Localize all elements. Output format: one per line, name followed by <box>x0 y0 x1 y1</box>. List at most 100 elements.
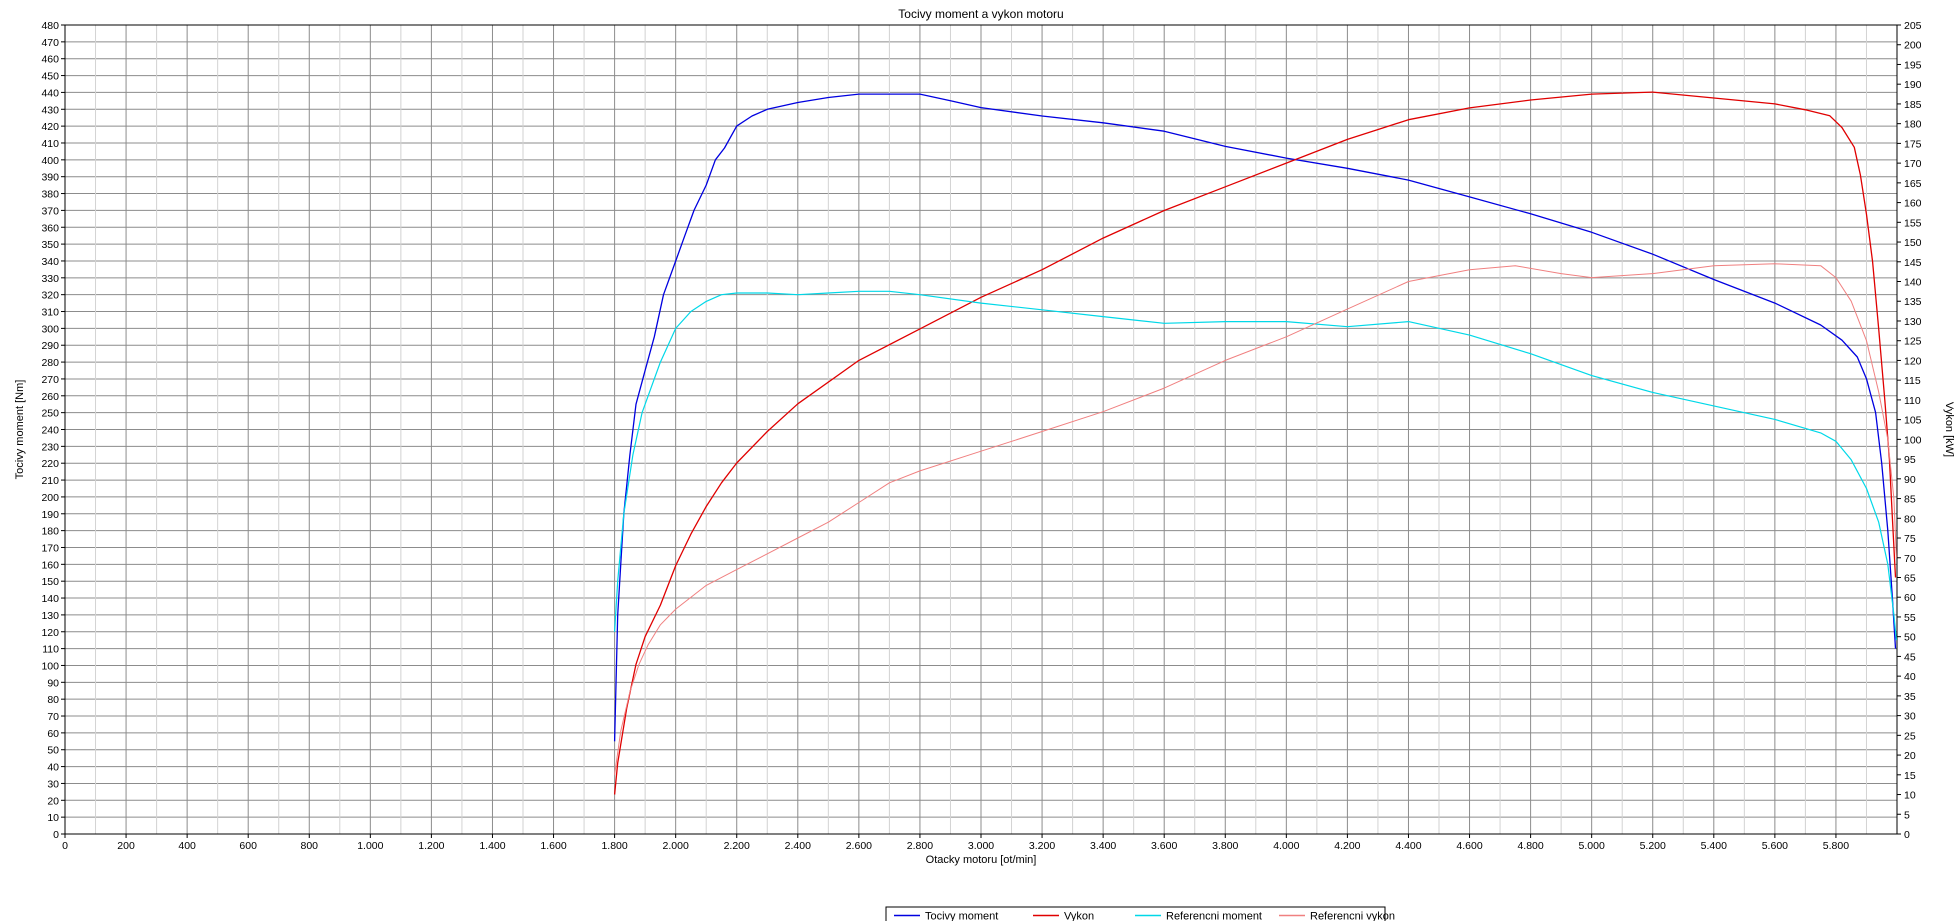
series-line-3 <box>614 290 1897 641</box>
x-tick-label: 1.800 <box>601 840 627 852</box>
x-tick-label: 3.600 <box>1151 840 1177 852</box>
y-tick-label: 120 <box>41 627 59 639</box>
x-tick-label: 5.000 <box>1579 840 1605 852</box>
y2-tick-label: 55 <box>1904 612 1916 624</box>
y2-tick-label: 190 <box>1904 79 1922 91</box>
y-tick-label: 290 <box>41 340 59 352</box>
y2-tick-label: 180 <box>1904 119 1922 131</box>
y2-tick-label: 90 <box>1904 474 1916 486</box>
y2-tick-label: 75 <box>1904 533 1916 545</box>
y-tick-label: 330 <box>41 273 59 285</box>
x-axis-label: Otacky motoru [ot/min] <box>926 854 1037 866</box>
x-tick-label: 2.800 <box>907 840 933 852</box>
y-tick-label: 160 <box>41 559 59 571</box>
y-tick-label: 280 <box>41 357 59 369</box>
y-tick-label: 360 <box>41 222 59 234</box>
x-tick-label: 5.600 <box>1762 840 1788 852</box>
legend-label: Tocivy moment <box>925 911 998 921</box>
y2-tick-label: 125 <box>1904 336 1922 348</box>
axis-ticks: 0102030405060708090100110120130140150160… <box>41 20 1921 852</box>
y-tick-label: 60 <box>47 728 59 740</box>
x-tick-label: 400 <box>178 840 196 852</box>
y-tick-label: 390 <box>41 172 59 184</box>
y-tick-label: 440 <box>41 87 59 99</box>
y-tick-label: 430 <box>41 104 59 116</box>
x-tick-label: 2.600 <box>846 840 872 852</box>
y2-axis-label: Vykon [kW] <box>1943 402 1955 457</box>
y2-tick-label: 100 <box>1904 434 1922 446</box>
y2-tick-label: 15 <box>1904 770 1916 782</box>
x-tick-label: 200 <box>117 840 135 852</box>
y-tick-label: 460 <box>41 54 59 66</box>
y2-tick-label: 105 <box>1904 415 1922 427</box>
series-line-1 <box>613 93 1897 742</box>
y-tick-label: 130 <box>41 610 59 622</box>
series-line-2 <box>613 91 1897 795</box>
x-tick-label: 5.800 <box>1823 840 1849 852</box>
y2-tick-label: 25 <box>1904 730 1916 742</box>
y-tick-label: 340 <box>41 256 59 268</box>
x-tick-label: 3.000 <box>968 840 994 852</box>
legend-label: Vykon <box>1064 911 1094 921</box>
y-tick-label: 310 <box>41 307 59 319</box>
y-tick-label: 100 <box>41 660 59 672</box>
y2-tick-label: 205 <box>1904 20 1922 32</box>
x-tick-label: 1.600 <box>540 840 566 852</box>
y2-tick-label: 20 <box>1904 750 1916 762</box>
y2-tick-label: 130 <box>1904 316 1922 328</box>
legend: Tocivy moment Vykon Referencni moment Refer… <box>885 906 1395 921</box>
y2-tick-label: 165 <box>1904 178 1922 190</box>
y2-tick-label: 5 <box>1904 809 1910 821</box>
x-tick-label: 5.400 <box>1701 840 1727 852</box>
y2-tick-label: 135 <box>1904 296 1922 308</box>
y-axis-label: Tocivy moment [Nm] <box>14 380 26 480</box>
y-tick-label: 240 <box>41 425 59 437</box>
y-tick-label: 380 <box>41 189 59 201</box>
y2-tick-label: 80 <box>1904 513 1916 525</box>
y-tick-label: 370 <box>41 205 59 217</box>
y-tick-label: 190 <box>41 509 59 521</box>
y2-tick-label: 85 <box>1904 494 1916 506</box>
y-tick-label: 400 <box>41 155 59 167</box>
x-tick-label: 4.000 <box>1273 840 1299 852</box>
y2-tick-label: 115 <box>1904 375 1921 387</box>
y-tick-label: 50 <box>47 745 59 757</box>
y-tick-label: 350 <box>41 239 59 251</box>
y2-tick-label: 110 <box>1904 395 1921 407</box>
y2-tick-label: 140 <box>1904 277 1922 289</box>
x-tick-label: 4.600 <box>1456 840 1482 852</box>
x-tick-label: 2.200 <box>724 840 750 852</box>
y-tick-label: 10 <box>47 812 59 824</box>
chart-title: Tocivy moment a vykon motoru <box>898 7 1063 21</box>
y-tick-label: 200 <box>41 492 59 504</box>
y2-tick-label: 65 <box>1904 572 1916 584</box>
y-tick-label: 40 <box>47 762 59 774</box>
y2-tick-label: 10 <box>1904 790 1916 802</box>
y-tick-label: 480 <box>41 20 59 32</box>
x-tick-label: 4.800 <box>1517 840 1543 852</box>
y-tick-label: 470 <box>41 37 59 49</box>
series-line-4 <box>614 263 1897 775</box>
x-tick-label: 1.200 <box>418 840 444 852</box>
y2-tick-label: 170 <box>1904 158 1922 170</box>
y2-tick-label: 30 <box>1904 711 1916 723</box>
y-tick-label: 250 <box>41 408 59 420</box>
y-tick-label: 210 <box>41 475 59 487</box>
legend-label: Referencni vykon <box>1310 911 1395 921</box>
series-layer <box>613 91 1897 795</box>
y-tick-label: 220 <box>41 458 59 470</box>
y2-tick-label: 45 <box>1904 651 1916 663</box>
x-tick-label: 1.400 <box>479 840 505 852</box>
x-tick-label: 0 <box>62 840 68 852</box>
y-tick-label: 140 <box>41 593 59 605</box>
y2-tick-label: 150 <box>1904 237 1922 249</box>
y-tick-label: 450 <box>41 71 59 83</box>
x-tick-label: 3.200 <box>1029 840 1055 852</box>
y-tick-label: 300 <box>41 323 59 335</box>
y2-tick-label: 0 <box>1904 829 1910 841</box>
y2-tick-label: 95 <box>1904 454 1916 466</box>
y2-tick-label: 70 <box>1904 553 1916 565</box>
y-tick-label: 320 <box>41 290 59 302</box>
y2-tick-label: 120 <box>1904 355 1922 367</box>
